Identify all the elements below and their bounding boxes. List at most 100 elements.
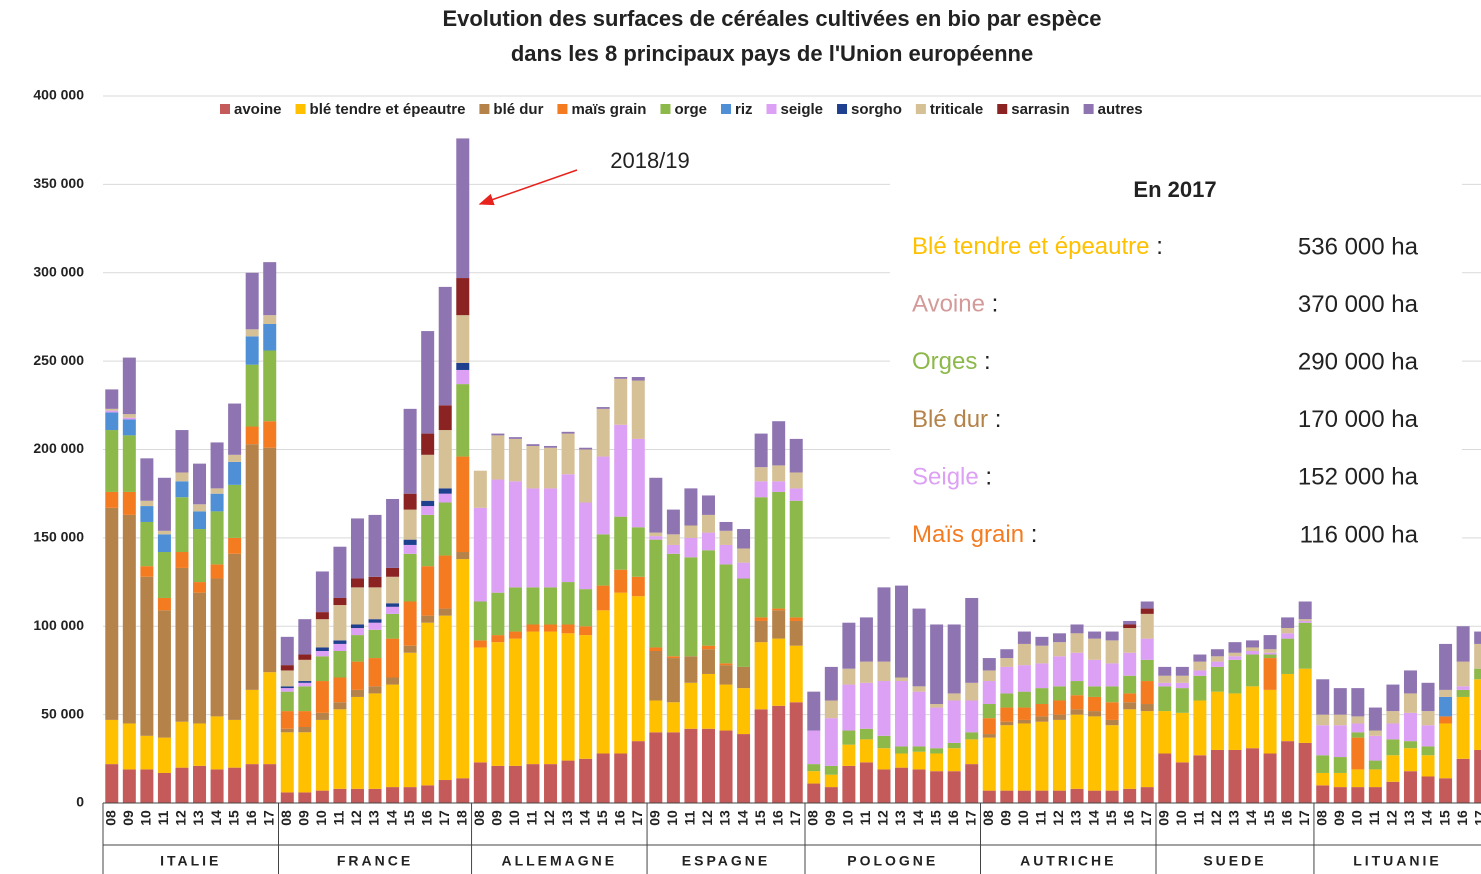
bar-segment bbox=[737, 666, 751, 689]
bar-segment bbox=[508, 587, 522, 632]
legend-label: riz bbox=[735, 101, 753, 118]
bar-segment bbox=[842, 744, 856, 766]
bar-segment bbox=[754, 481, 768, 498]
bar-segment bbox=[1298, 622, 1312, 669]
bar-segment bbox=[333, 605, 347, 641]
annotation-arrow bbox=[478, 169, 578, 206]
x-tick-label: 14 bbox=[734, 810, 750, 826]
bar-segment bbox=[1439, 778, 1453, 803]
bar-segment bbox=[842, 684, 856, 731]
bar-segment bbox=[245, 364, 259, 427]
bar-segment bbox=[1474, 631, 1481, 644]
bar-segment bbox=[456, 362, 470, 370]
bar-segment bbox=[1281, 617, 1295, 629]
bar-segment bbox=[877, 748, 891, 770]
bar-segment bbox=[438, 608, 452, 616]
bar-segment bbox=[526, 764, 540, 803]
bar-segment bbox=[1281, 633, 1295, 639]
bar-segment bbox=[105, 412, 119, 431]
bar-segment bbox=[719, 544, 733, 565]
y-tick-label: 250 000 bbox=[33, 352, 84, 368]
bar-segment bbox=[631, 596, 645, 742]
bar-segment bbox=[982, 704, 996, 719]
bar-segment bbox=[631, 380, 645, 439]
bar-segment bbox=[824, 774, 838, 788]
bar-segment bbox=[105, 408, 119, 411]
bar-segment bbox=[193, 529, 207, 583]
bar-segment bbox=[1386, 739, 1400, 756]
bar-segment bbox=[1088, 638, 1102, 660]
x-tick-label: 16 bbox=[418, 810, 434, 826]
bar-segment bbox=[403, 544, 417, 554]
bar-segment bbox=[631, 377, 645, 381]
bar-segment bbox=[1193, 670, 1207, 676]
bar-segment bbox=[895, 677, 909, 682]
bar-segment bbox=[298, 654, 312, 660]
bar-segment bbox=[1228, 749, 1242, 803]
bar-segment bbox=[1351, 769, 1365, 788]
bar-segment bbox=[1386, 781, 1400, 803]
bar-segment bbox=[315, 650, 329, 657]
bar-segment bbox=[105, 764, 119, 803]
bar-segment bbox=[965, 597, 979, 683]
bar-segment bbox=[1140, 608, 1154, 614]
bar-segment bbox=[772, 705, 786, 803]
bar-segment bbox=[473, 601, 487, 641]
bar-segment bbox=[1298, 668, 1312, 743]
x-tick-label: 08 bbox=[980, 810, 996, 826]
bar-segment bbox=[737, 529, 751, 549]
x-tick-label: 10 bbox=[1015, 810, 1031, 826]
bar-segment bbox=[245, 764, 259, 803]
bar-segment bbox=[456, 369, 470, 385]
bar-segment bbox=[1333, 787, 1347, 803]
x-tick-label: 17 bbox=[1471, 810, 1481, 826]
bar-segment bbox=[228, 461, 242, 485]
bar-segment bbox=[473, 507, 487, 602]
bar-segment bbox=[1351, 716, 1365, 724]
bar-segment bbox=[210, 578, 224, 717]
legend-label: maïs grain bbox=[571, 101, 646, 118]
bar-segment bbox=[280, 711, 294, 729]
bar-segment bbox=[789, 702, 803, 803]
bar-segment bbox=[1070, 788, 1084, 803]
bar-segment bbox=[719, 663, 733, 666]
bar-segment bbox=[280, 688, 294, 692]
bar-segment bbox=[491, 479, 505, 593]
bar-segment bbox=[824, 700, 838, 719]
legend-label: blé dur bbox=[493, 101, 543, 118]
bar-segment bbox=[280, 636, 294, 666]
info-separator: : bbox=[985, 464, 992, 491]
bar-segment bbox=[1017, 723, 1031, 791]
bar-segment bbox=[421, 331, 435, 434]
bar-segment bbox=[1210, 656, 1224, 662]
chart-title: Evolution des surfaces de céréales culti… bbox=[442, 6, 1101, 31]
bar-segment bbox=[456, 138, 470, 279]
bar-segment bbox=[280, 792, 294, 803]
bar-segment bbox=[859, 728, 873, 740]
x-tick-label: 08 bbox=[278, 810, 294, 826]
x-tick-label: 15 bbox=[752, 810, 768, 826]
bar-segment bbox=[368, 658, 382, 687]
bar-segment bbox=[1035, 721, 1049, 791]
bar-segment bbox=[1456, 626, 1470, 662]
x-tick-label: 17 bbox=[962, 810, 978, 826]
legend-label: triticale bbox=[930, 101, 983, 118]
bar-segment bbox=[157, 477, 171, 531]
bar-segment bbox=[193, 463, 207, 505]
bar-segment bbox=[386, 677, 400, 685]
y-tick-label: 400 000 bbox=[33, 87, 84, 103]
info-row: Seigle : bbox=[912, 464, 992, 491]
bar-segment bbox=[473, 762, 487, 803]
info-row: Orges : bbox=[912, 349, 991, 376]
bar-segment bbox=[649, 539, 663, 648]
bar-segment bbox=[403, 553, 417, 602]
legend-swatch bbox=[220, 104, 230, 114]
x-tick-label: 17 bbox=[1138, 810, 1154, 826]
bar-segment bbox=[1052, 642, 1066, 657]
bar-segment bbox=[1193, 654, 1207, 662]
bar-segment bbox=[122, 357, 136, 415]
bar-segment bbox=[508, 765, 522, 803]
bar-segment bbox=[1263, 689, 1277, 754]
bar-segment bbox=[789, 488, 803, 501]
bar-segment bbox=[526, 488, 540, 588]
